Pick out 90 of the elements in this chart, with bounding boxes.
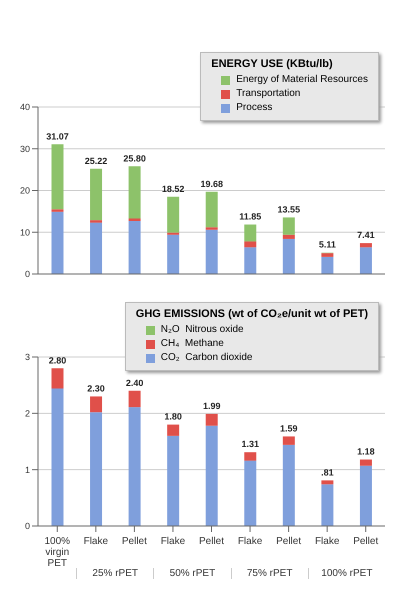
x-tick-label: 100% virgin PET (44, 536, 70, 569)
x-tick-label: Flake (314, 536, 340, 547)
legend-label: CO₂ Carbon dioxide (160, 351, 252, 365)
x-tick-label: Pellet (122, 536, 148, 547)
bar (321, 256, 334, 274)
x-tick-label: Flake (160, 536, 186, 547)
bar (206, 426, 218, 526)
bar (360, 460, 372, 466)
bar (90, 168, 102, 220)
total-label: 1.99 (202, 400, 220, 411)
text: 75% rPET (230, 568, 308, 579)
bar (244, 241, 256, 248)
total-label: 2.40 (126, 378, 144, 388)
y-tick-label: 2 (24, 408, 30, 419)
bar (51, 212, 64, 274)
bar (167, 436, 180, 526)
y-tick-label: 3 (24, 352, 30, 362)
total-label: 31.07 (46, 131, 69, 142)
total-label: 5.11 (318, 240, 336, 250)
y-tick-label: 30 (20, 144, 30, 154)
bar (244, 460, 256, 526)
bar (321, 253, 334, 257)
bar (244, 452, 256, 461)
y-tick-label: 0 (24, 269, 30, 280)
text: 50% rPET (153, 568, 231, 579)
bar (51, 144, 64, 210)
bar (244, 247, 256, 274)
total-label: 1.31 (242, 439, 260, 450)
bar (128, 166, 141, 218)
bar (167, 234, 180, 274)
y-tick-label: 40 (20, 102, 30, 112)
total-label: 1.80 (164, 412, 182, 422)
text: 100% rPET (308, 568, 385, 579)
total-label: 1.18 (357, 446, 375, 457)
legend-label: Process (236, 101, 272, 115)
total-label: 18.52 (162, 184, 184, 194)
bar (128, 390, 141, 408)
bar (282, 217, 295, 235)
bar (90, 412, 102, 526)
bar (282, 238, 295, 274)
bar (51, 388, 64, 526)
legend-label: N₂O Nitrous oxide (160, 323, 244, 337)
x-tick-label: Flake (84, 536, 108, 547)
bar (128, 218, 141, 221)
total-label: 25.22 (84, 156, 108, 166)
bar (128, 220, 141, 274)
bar (206, 230, 218, 274)
total-label: 2.80 (48, 355, 66, 366)
legend-title: ENERGY USE (KBtu/lb) (211, 58, 334, 70)
total-label: 11.85 (239, 212, 262, 222)
legend-title: GHG EMISSIONS (wt of CO₂e/unit wt of PET) (136, 308, 368, 320)
bar (206, 414, 218, 426)
x-tick-label: Pellet (198, 536, 224, 547)
legend-label: CH₄ Methane (160, 337, 224, 351)
bar (128, 407, 141, 526)
bar (282, 234, 295, 239)
bar (90, 396, 102, 412)
bar (167, 424, 180, 436)
x-tick-label: Pellet (276, 536, 302, 547)
total-label: 7.41 (357, 230, 375, 240)
legend-label: Energy of Material Resources (236, 73, 368, 87)
total-label: 2.30 (87, 383, 105, 394)
y-tick-label: 0 (24, 521, 30, 532)
x-tick-label: Flake (238, 536, 263, 547)
y-tick-label: 10 (20, 227, 30, 238)
bar (51, 209, 64, 212)
bar (244, 224, 256, 242)
bar (51, 368, 64, 389)
bar (360, 243, 372, 248)
bar (167, 196, 180, 233)
bar (90, 220, 102, 223)
total-label: .81 (321, 467, 334, 478)
x-tick-label: Pellet (353, 536, 378, 547)
bar (206, 227, 218, 230)
total-label: 25.80 (123, 153, 146, 164)
legend-label: Transportation (236, 87, 300, 101)
bar (321, 484, 334, 526)
total-label: 19.68 (200, 178, 223, 189)
text: 25% rPET (76, 568, 154, 579)
total-label: 13.55 (278, 204, 300, 214)
bar (90, 222, 102, 274)
bar (206, 192, 218, 228)
bar (360, 247, 372, 274)
bar (282, 444, 295, 526)
bar (321, 480, 334, 484)
bar (360, 466, 372, 526)
y-tick-label: 1 (24, 464, 30, 475)
bar (282, 436, 295, 445)
y-tick-label: 20 (20, 186, 30, 196)
total-label: 1.59 (280, 423, 298, 434)
